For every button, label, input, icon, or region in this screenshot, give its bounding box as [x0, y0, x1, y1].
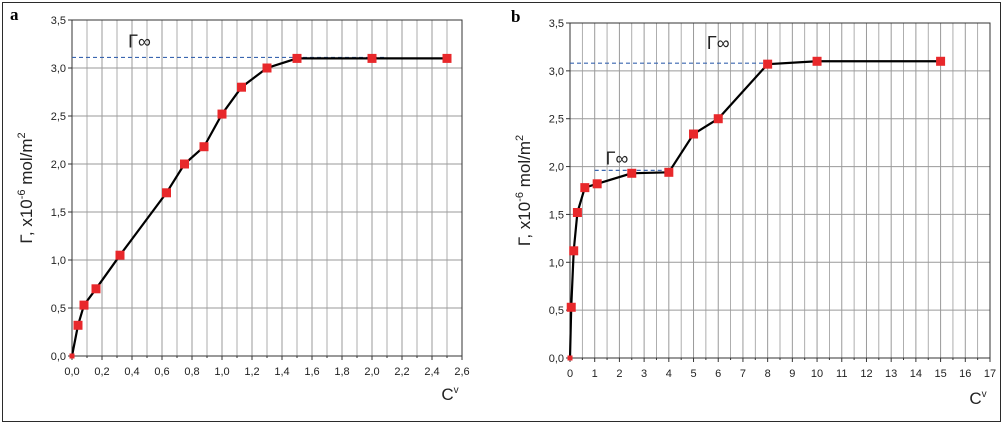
x-tick-label: 0,6 — [154, 366, 169, 378]
x-tick-label: 1,4 — [274, 366, 289, 378]
data-point — [367, 53, 377, 63]
data-point — [567, 355, 573, 361]
x-tick-label: 3 — [641, 368, 647, 380]
data-point — [569, 246, 579, 256]
series-line — [70, 57, 447, 357]
x-tick-label: 1,6 — [304, 366, 319, 378]
plot-area-border — [569, 22, 991, 359]
x-tick-label: 9 — [789, 368, 795, 380]
x-tick-label: 1,0 — [214, 366, 229, 378]
x-tick-label: 0,2 — [94, 366, 109, 378]
data-point — [262, 63, 272, 73]
x-tick-label: 8 — [765, 368, 771, 380]
x-tick-label: 15 — [934, 368, 946, 380]
x-tick-label: 5 — [690, 368, 696, 380]
x-tick-label: 16 — [959, 368, 971, 380]
reference-line-label: Γ∞ — [707, 33, 730, 53]
y-tick-label: 0,5 — [51, 303, 66, 315]
x-axis-title: Cv — [441, 385, 458, 404]
reference-line-label: Γ∞ — [128, 31, 151, 51]
y-tick-label: 2,5 — [51, 111, 66, 123]
data-point — [572, 208, 582, 218]
data-point — [812, 56, 822, 66]
data-point — [566, 302, 576, 312]
data-point — [664, 167, 674, 177]
y-tick-label: 2,0 — [549, 162, 564, 174]
x-tick-label: 11 — [836, 368, 847, 380]
data-point — [689, 129, 699, 139]
x-tick-label: 2,4 — [424, 366, 439, 378]
x-tick-label: 2,2 — [394, 366, 409, 378]
data-point — [442, 53, 452, 63]
reference-line-label: Γ∞ — [606, 148, 629, 168]
x-tick-label: 10 — [811, 368, 823, 380]
data-point — [592, 179, 602, 189]
panel-letter: a — [10, 5, 19, 24]
data-point — [763, 59, 773, 69]
data-point — [79, 300, 89, 310]
chart-panel-b: b0 1 2 3 4 5 6 7 8 9 10 11 12 13 14 15 16 170,00,51,01,52… — [511, 7, 996, 408]
x-tick-label: 2,0 — [364, 366, 379, 378]
y-tick-label: 0,0 — [51, 351, 66, 363]
x-tick-label: 17 — [984, 368, 996, 380]
y-tick-label: 3,5 — [549, 18, 564, 30]
data-point — [237, 82, 246, 92]
panel-letter: b — [511, 7, 520, 26]
data-point — [162, 188, 171, 198]
x-tick-label: 13 — [885, 368, 897, 380]
x-tick-label: 6 — [715, 368, 721, 380]
y-tick-label: 1,0 — [51, 255, 66, 267]
x-tick-label: 0,8 — [184, 366, 199, 378]
data-point — [713, 114, 723, 124]
x-tick-label: 4 — [666, 368, 672, 380]
y-tick-label: 0,5 — [549, 305, 564, 317]
y-tick-label: 1,5 — [51, 207, 66, 219]
data-point — [936, 56, 946, 66]
x-tick-label: 12 — [860, 368, 872, 380]
y-axis-title: Γ, x10-6 mol/m2 — [16, 132, 36, 243]
x-tick-label: 0,4 — [124, 366, 139, 378]
x-axis-title: Cv — [969, 389, 986, 408]
x-tick-label: 0,0 — [64, 366, 79, 378]
data-point — [115, 250, 125, 260]
data-point — [580, 183, 590, 193]
y-tick-label: 0,0 — [549, 353, 564, 365]
chart-panel-a: a 0,0 0,2 0,4 0,6 0,8 1,0 1,2 1,4 1,6 1,8 2,0 2,2 2,4… — [10, 5, 470, 404]
x-tick-label: 1,8 — [334, 366, 349, 378]
x-tick-label: 0 — [567, 368, 573, 380]
plot-area-border — [71, 19, 463, 357]
y-tick-label: 2,5 — [549, 114, 564, 126]
x-tick-label: 14 — [910, 368, 922, 380]
y-tick-label: 1,0 — [549, 257, 564, 269]
data-point — [627, 168, 637, 178]
y-tick-label: 3,0 — [51, 63, 66, 75]
x-tick-label: 1,2 — [244, 366, 259, 378]
y-tick-label: 3,0 — [549, 66, 564, 78]
data-point — [292, 53, 302, 63]
data-point — [180, 159, 189, 169]
y-tick-label: 2,0 — [51, 159, 66, 171]
x-tick-label: 7 — [740, 368, 746, 380]
y-axis-title: Γ, x10-6 mol/m2 — [514, 135, 534, 246]
x-tick-label: 1 — [592, 368, 598, 380]
data-point — [73, 320, 83, 330]
data-point — [91, 284, 101, 294]
x-tick-label: 2,6 — [454, 366, 469, 378]
data-point — [217, 109, 227, 119]
y-tick-label: 3,5 — [51, 15, 66, 27]
y-tick-label: 1,5 — [549, 209, 564, 221]
data-point — [199, 142, 209, 152]
data-point — [69, 353, 75, 359]
x-tick-label: 2 — [616, 368, 622, 380]
